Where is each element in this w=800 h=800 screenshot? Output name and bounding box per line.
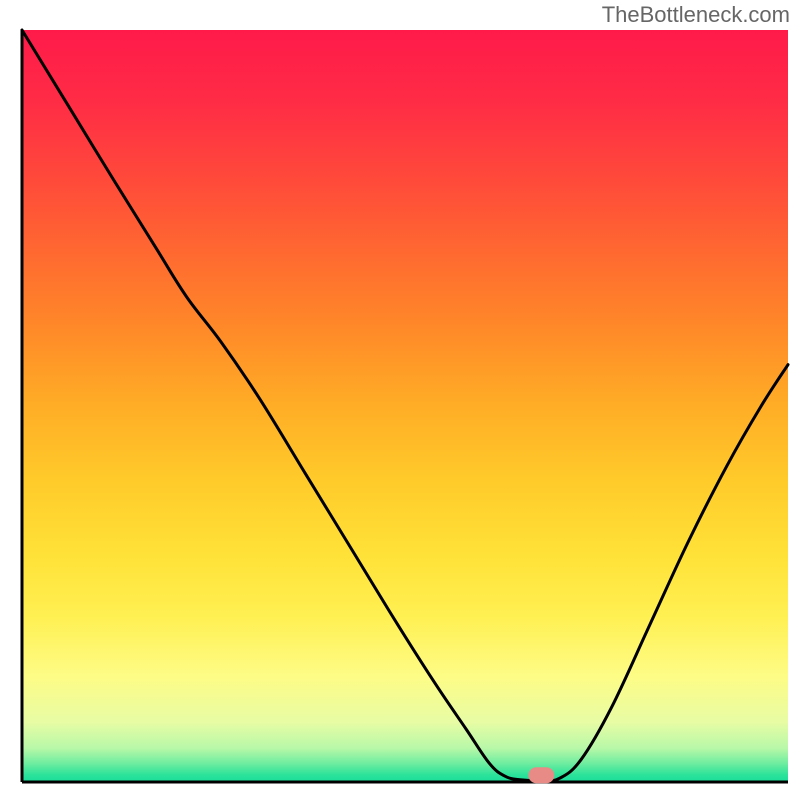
optimum-marker xyxy=(528,767,554,783)
watermark-label: TheBottleneck.com xyxy=(602,2,790,28)
bottleneck-chart xyxy=(0,0,800,800)
chart-container: TheBottleneck.com xyxy=(0,0,800,800)
plot-background xyxy=(22,30,788,782)
